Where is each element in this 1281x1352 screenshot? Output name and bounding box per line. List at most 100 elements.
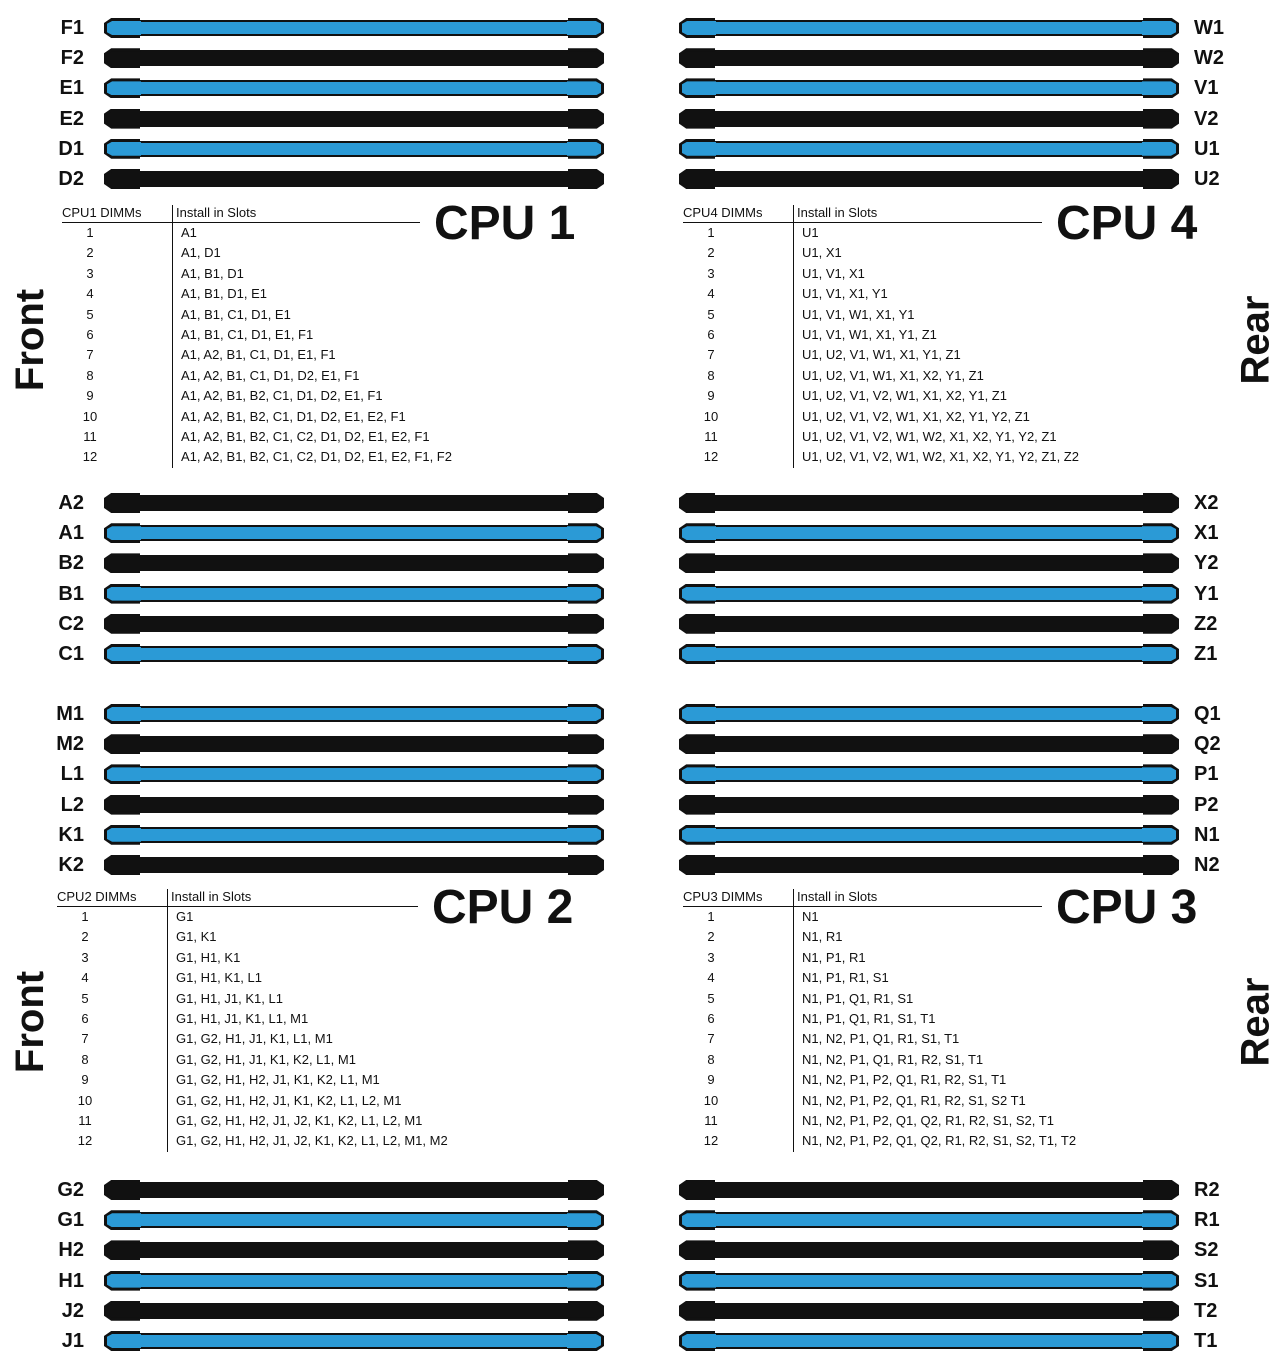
dimm-count: 9	[81, 1072, 89, 1088]
dimm-latch-right-inner	[1142, 21, 1176, 35]
dimm-slot-k2[interactable]	[104, 855, 604, 875]
table-row: 2 N1, R1	[683, 927, 1203, 947]
dimm-slot-x1[interactable]	[679, 523, 1179, 544]
dimm-slot-v2[interactable]	[679, 108, 1179, 129]
dimm-slot-n2[interactable]	[679, 855, 1179, 875]
slot-label: T2	[1194, 1299, 1218, 1322]
slot-label: H1	[58, 1269, 84, 1292]
dimm-count: 7	[81, 1031, 89, 1047]
dimm-latch-left-inner	[682, 526, 716, 541]
dimm-slot-g2[interactable]	[104, 1180, 604, 1200]
dimm-count: 6	[707, 1011, 715, 1026]
dimm-slot-u2[interactable]	[679, 169, 1179, 189]
dimm-slot-h2[interactable]	[104, 1240, 604, 1261]
dimm-slot-f1[interactable]	[104, 18, 604, 38]
install-slots: G1, G2, H1, J1, K1, L1, M1	[176, 1031, 333, 1047]
slot-label: U2	[1194, 168, 1220, 190]
dimm-latch-right-inner	[567, 737, 601, 752]
dimm-slot-body	[689, 646, 1169, 662]
dimm-slot-body	[689, 80, 1169, 97]
dimm-slot-m1[interactable]	[104, 704, 604, 724]
table-row: 6 G1, H1, J1, K1, L1, M1	[57, 1009, 577, 1029]
dimm-count: 5	[86, 306, 94, 322]
dimm-slot-b2[interactable]	[104, 553, 604, 574]
dimm-slot-body	[114, 1182, 594, 1198]
dimm-slot-y1[interactable]	[679, 583, 1179, 604]
dimm-latch-right-inner	[567, 81, 601, 96]
dimm-slot-n1[interactable]	[679, 824, 1179, 845]
dimm-slot-q1[interactable]	[679, 704, 1179, 724]
dimm-slot-body	[114, 1302, 594, 1319]
cpu-title: CPU 2	[432, 881, 574, 934]
dimm-slot-c1[interactable]	[104, 644, 604, 664]
dimm-latch-left-inner	[682, 827, 716, 842]
dimm-slot-e2[interactable]	[104, 108, 604, 129]
dimm-slot-w2[interactable]	[679, 48, 1179, 69]
install-slots: G1, K1	[176, 929, 217, 945]
dimm-slot-b1[interactable]	[104, 583, 604, 604]
table-row: 12 A1, A2, B1, B2, C1, C2, D1, D2, E1, E2…	[62, 447, 582, 467]
install-slots: U1, V1, X1, Y1	[802, 286, 888, 302]
dimm-slot-j1[interactable]	[104, 1331, 604, 1351]
install-slots: A1, A2, B1, B2, C1, D1, D2, E1, F1	[181, 388, 383, 404]
dimm-count: 1	[707, 225, 715, 240]
dimm-slot-d2[interactable]	[104, 169, 604, 189]
dimm-slot-body	[689, 706, 1169, 722]
install-slots: G1	[176, 909, 194, 924]
dimm-slot-body	[114, 796, 594, 813]
dimm-latch-left-inner	[682, 647, 716, 661]
dimm-latch-left-inner	[107, 1273, 141, 1288]
dimm-slot-f2[interactable]	[104, 48, 604, 69]
dimm-latch-left-inner	[682, 1183, 716, 1197]
dimm-latch-right-inner	[567, 616, 601, 631]
table-column-divider	[793, 205, 794, 468]
table-header-dimms: CPU3 DIMMs	[683, 889, 763, 904]
dimm-slot-p2[interactable]	[679, 794, 1179, 815]
dimm-slot-z2[interactable]	[679, 613, 1179, 634]
dimm-count: 6	[86, 327, 94, 342]
dimm-latch-right-inner	[1142, 1183, 1176, 1197]
slot-label: K1	[58, 823, 84, 846]
dimm-slot-s2[interactable]	[679, 1240, 1179, 1261]
dimm-slot-a2[interactable]	[104, 493, 604, 513]
dimm-slot-w1[interactable]	[679, 18, 1179, 38]
dimm-slot-e1[interactable]	[104, 78, 604, 99]
slot-label: N1	[1194, 823, 1220, 846]
dimm-slot-r1[interactable]	[679, 1210, 1179, 1231]
dimm-slot-u1[interactable]	[679, 138, 1179, 159]
dimm-latch-left-inner	[682, 172, 716, 186]
dimm-slot-p1[interactable]	[679, 764, 1179, 785]
dimm-slot-y2[interactable]	[679, 553, 1179, 574]
dimm-slot-d1[interactable]	[104, 138, 604, 159]
table-header-rule	[683, 222, 1042, 223]
slot-label: W2	[1194, 47, 1224, 70]
table-row: 4 G1, H1, K1, L1	[57, 968, 577, 988]
install-slots: A1, B1, D1	[181, 265, 244, 281]
dimm-slot-j2[interactable]	[104, 1300, 604, 1321]
dimm-slot-k1[interactable]	[104, 824, 604, 845]
dimm-slot-r2[interactable]	[679, 1180, 1179, 1200]
dimm-latch-left-inner	[107, 707, 141, 721]
dimm-count: 12	[703, 1133, 719, 1149]
dimm-slot-t2[interactable]	[679, 1300, 1179, 1321]
table-row: 12 G1, G2, H1, H2, J1, J2, K1, K2, L1, L2…	[57, 1131, 577, 1151]
dimm-slot-q2[interactable]	[679, 734, 1179, 755]
dimm-slot-g1[interactable]	[104, 1210, 604, 1231]
dimm-slot-x2[interactable]	[679, 493, 1179, 513]
install-slots: A1, D1	[181, 245, 221, 261]
table-row: 3 U1, V1, X1	[683, 264, 1203, 284]
slot-label: S1	[1194, 1269, 1219, 1292]
dimm-slot-z1[interactable]	[679, 644, 1179, 664]
dimm-slot-s1[interactable]	[679, 1270, 1179, 1291]
dimm-slot-v1[interactable]	[679, 78, 1179, 99]
dimm-slot-l1[interactable]	[104, 764, 604, 785]
dimm-slot-l2[interactable]	[104, 794, 604, 815]
dimm-slot-t1[interactable]	[679, 1331, 1179, 1351]
dimm-slot-a1[interactable]	[104, 523, 604, 544]
dimm-latch-left-inner	[682, 21, 716, 35]
dimm-slot-c2[interactable]	[104, 613, 604, 634]
dimm-slot-body	[689, 796, 1169, 813]
dimm-slot-m2[interactable]	[104, 734, 604, 755]
dimm-slot-h1[interactable]	[104, 1270, 604, 1291]
install-slots: N1, N2, P1, P2, Q1, R1, R2, S1, T1	[802, 1072, 1007, 1088]
